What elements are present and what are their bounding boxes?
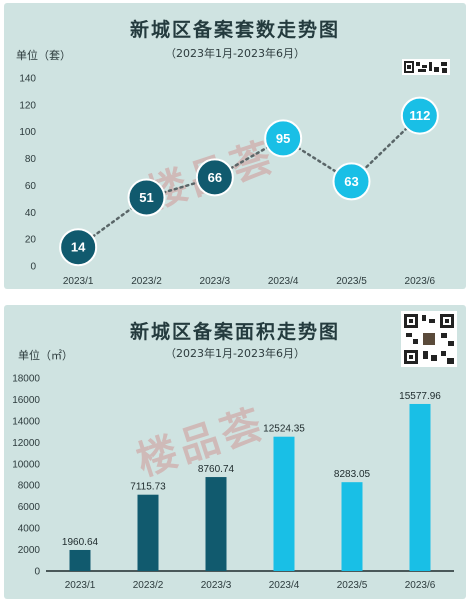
x-tick-label: 2023/5: [337, 580, 368, 591]
y-tick-label: 18000: [12, 374, 40, 385]
qr-code-icon: [401, 311, 457, 367]
x-tick-label: 2023/5: [336, 276, 367, 287]
chart-panel-area: 新城区备案面积走势图 （2023年1月-2023年6月） 单位（㎡） 楼品荟 0…: [4, 305, 466, 599]
chart-title: 新城区备案面积走势图: [129, 321, 340, 343]
y-tick-label: 20: [25, 235, 37, 246]
chart-panel-units: 新城区备案套数走势图 （2023年1月-2023年6月） 单位（套） 楼品荟 0…: [4, 3, 466, 289]
data-label: 112: [409, 108, 430, 123]
data-point: [127, 178, 166, 217]
data-label: 1960.64: [62, 537, 99, 548]
y-tick-label: 4000: [18, 524, 41, 535]
unit-label: 单位（㎡）: [18, 349, 73, 362]
data-point: [264, 119, 303, 158]
area-chart-plot: 0 2000 4000 6000 8000 10000 12000 14000 16000 180…: [12, 374, 454, 591]
x-tick-label: 2023/2: [133, 580, 164, 591]
data-point: [332, 162, 371, 201]
y-tick-label: 8000: [18, 481, 41, 492]
data-point: [400, 96, 439, 135]
x-tick-label: 2023/4: [269, 580, 300, 591]
y-tick-label: 12000: [12, 438, 40, 449]
bar: [205, 477, 227, 571]
qr-code-icon: [402, 59, 450, 75]
bar: [137, 494, 159, 571]
data-label: 8760.74: [198, 464, 235, 475]
bar: [409, 403, 431, 571]
chart-subtitle: （2023年1月-2023年6月）: [165, 347, 305, 360]
bar: [341, 482, 363, 571]
data-label: 51: [139, 190, 153, 205]
data-label: 66: [208, 170, 222, 185]
y-tick-label: 80: [25, 154, 37, 165]
y-tick-label: 6000: [18, 502, 41, 513]
y-tick-label: 140: [19, 74, 36, 85]
y-tick-label: 10000: [12, 459, 40, 470]
x-tick-label: 2023/3: [201, 580, 232, 591]
x-tick-label: 2023/3: [200, 276, 231, 287]
data-label: 14: [71, 240, 86, 255]
bar: [273, 436, 295, 571]
data-label: 63: [344, 174, 358, 189]
data-point: [195, 158, 234, 197]
y-tick-label: 0: [30, 262, 36, 273]
bar: [69, 549, 91, 571]
data-point: [59, 228, 98, 267]
y-tick-label: 14000: [12, 416, 40, 427]
y-tick-label: 60: [25, 181, 37, 192]
unit-label: 单位（套）: [16, 49, 71, 62]
chart-subtitle: （2023年1月-2023年6月）: [165, 47, 305, 60]
y-tick-label: 0: [34, 567, 40, 578]
y-tick-label: 100: [19, 127, 36, 138]
y-tick-label: 40: [25, 208, 37, 219]
x-tick-label: 2023/6: [405, 580, 436, 591]
y-tick-label: 16000: [12, 395, 40, 406]
data-label: 7115.73: [130, 482, 166, 493]
data-label: 8283.05: [334, 469, 371, 480]
data-label: 95: [276, 131, 290, 146]
x-tick-label: 2023/6: [405, 276, 436, 287]
data-label: 15577.96: [399, 391, 441, 402]
x-tick-label: 2023/2: [131, 276, 162, 287]
units-chart-plot: 0 20 40 60 80 100 120 140 2023/1 2023/2 2023/3 2023…: [19, 74, 439, 287]
x-tick-label: 2023/1: [63, 276, 94, 287]
data-label: 12524.35: [263, 424, 305, 435]
chart-title: 新城区备案套数走势图: [129, 19, 340, 41]
x-tick-label: 2023/4: [268, 276, 299, 287]
y-tick-label: 2000: [18, 545, 41, 556]
y-tick-label: 120: [19, 100, 36, 111]
x-tick-label: 2023/1: [65, 580, 96, 591]
